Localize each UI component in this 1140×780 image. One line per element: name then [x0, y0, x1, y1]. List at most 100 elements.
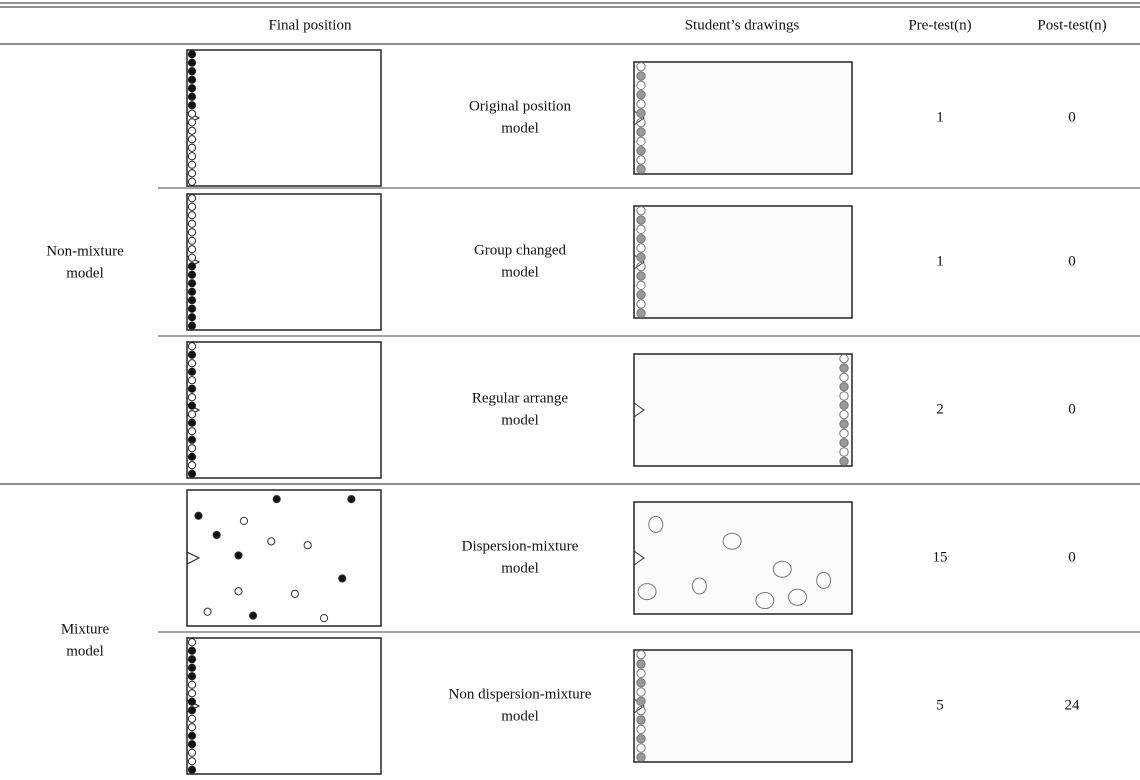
particle — [188, 411, 195, 418]
particle — [188, 436, 195, 443]
sketch-circle — [840, 382, 848, 390]
particle — [188, 102, 195, 109]
sketch-circle — [840, 420, 848, 428]
particle — [235, 588, 242, 595]
post-count: 0 — [1068, 253, 1076, 269]
particle — [188, 766, 195, 773]
header-cell: Final position — [269, 17, 352, 33]
particle — [188, 263, 195, 270]
particle — [188, 698, 195, 705]
sketch-circle — [637, 734, 645, 742]
particle — [188, 656, 195, 663]
particle — [188, 119, 195, 126]
pre-count: 1 — [936, 109, 944, 125]
particle — [304, 542, 311, 549]
post-count: 0 — [1068, 401, 1076, 417]
drawing-box — [634, 650, 852, 762]
particle — [188, 394, 195, 401]
sketch-circle — [637, 290, 645, 298]
sketch-circle — [840, 457, 848, 465]
table: Final position Student’s drawings Pre-te… — [0, 0, 1140, 780]
particle — [188, 212, 195, 219]
model-name: Group changed — [474, 242, 567, 258]
model-name: model — [501, 412, 539, 428]
pre-count: 1 — [936, 253, 944, 269]
particle — [188, 758, 195, 765]
sketch-circle — [637, 216, 645, 224]
particle — [188, 76, 195, 83]
model-name: Original position — [469, 98, 572, 114]
sketch-circle — [840, 364, 848, 372]
particle — [291, 590, 298, 597]
particle — [320, 615, 327, 622]
particle — [188, 51, 195, 58]
sketch-circle — [637, 309, 645, 317]
sketch-circle — [637, 109, 645, 117]
sketch-circle — [637, 234, 645, 242]
drawing-box — [634, 354, 852, 466]
group-label: Mixture — [61, 621, 110, 637]
particle — [188, 749, 195, 756]
particle — [188, 161, 195, 168]
sketch-circle — [840, 438, 848, 446]
particle — [188, 246, 195, 253]
particle — [188, 647, 195, 654]
model-name: model — [501, 560, 539, 576]
sketch-circle — [637, 753, 645, 761]
drawing-box — [634, 502, 852, 614]
sketch-circle — [637, 90, 645, 98]
diagram-box — [187, 50, 381, 186]
model-name: Non dispersion-mixture — [449, 686, 592, 702]
particle — [240, 517, 247, 524]
particle — [188, 419, 195, 426]
inlet-notch — [187, 552, 199, 564]
particle — [188, 280, 195, 287]
particle — [188, 59, 195, 66]
particle — [188, 360, 195, 367]
header-cell: Student’s drawings — [685, 17, 800, 33]
particle — [188, 385, 195, 392]
particle — [195, 512, 202, 519]
particle — [188, 741, 195, 748]
particle — [188, 288, 195, 295]
post-count: 0 — [1068, 549, 1076, 565]
particle — [188, 297, 195, 304]
sketch-circle — [637, 128, 645, 136]
group-label: Non-mixture — [46, 243, 124, 259]
group-label: model — [66, 643, 104, 659]
particle — [188, 377, 195, 384]
particle — [188, 85, 195, 92]
particle — [188, 170, 195, 177]
particle — [188, 707, 195, 714]
particle — [188, 343, 195, 350]
particle — [188, 237, 195, 244]
sketch-circle — [637, 146, 645, 154]
particle — [188, 127, 195, 134]
particle — [188, 402, 195, 409]
post-count: 24 — [1065, 697, 1081, 713]
post-count: 0 — [1068, 109, 1076, 125]
particle — [188, 110, 195, 117]
header-cell: Pre-test(n) — [908, 17, 971, 33]
particle — [188, 144, 195, 151]
particle — [188, 68, 195, 75]
particle — [188, 428, 195, 435]
particle — [188, 470, 195, 477]
pre-count: 15 — [933, 549, 948, 565]
particle — [188, 639, 195, 646]
particle — [188, 136, 195, 143]
header-cell: Post-test(n) — [1037, 17, 1106, 33]
particle — [188, 715, 195, 722]
particle — [188, 271, 195, 278]
sketch-circle — [637, 272, 645, 280]
particle — [188, 368, 195, 375]
particle — [188, 673, 195, 680]
particle — [235, 552, 242, 559]
diagram-box — [187, 342, 381, 478]
particle — [188, 664, 195, 671]
particle — [188, 229, 195, 236]
model-name: model — [501, 264, 539, 280]
pre-count: 2 — [936, 401, 944, 417]
sketch-circle — [840, 401, 848, 409]
sketch-circle — [637, 660, 645, 668]
